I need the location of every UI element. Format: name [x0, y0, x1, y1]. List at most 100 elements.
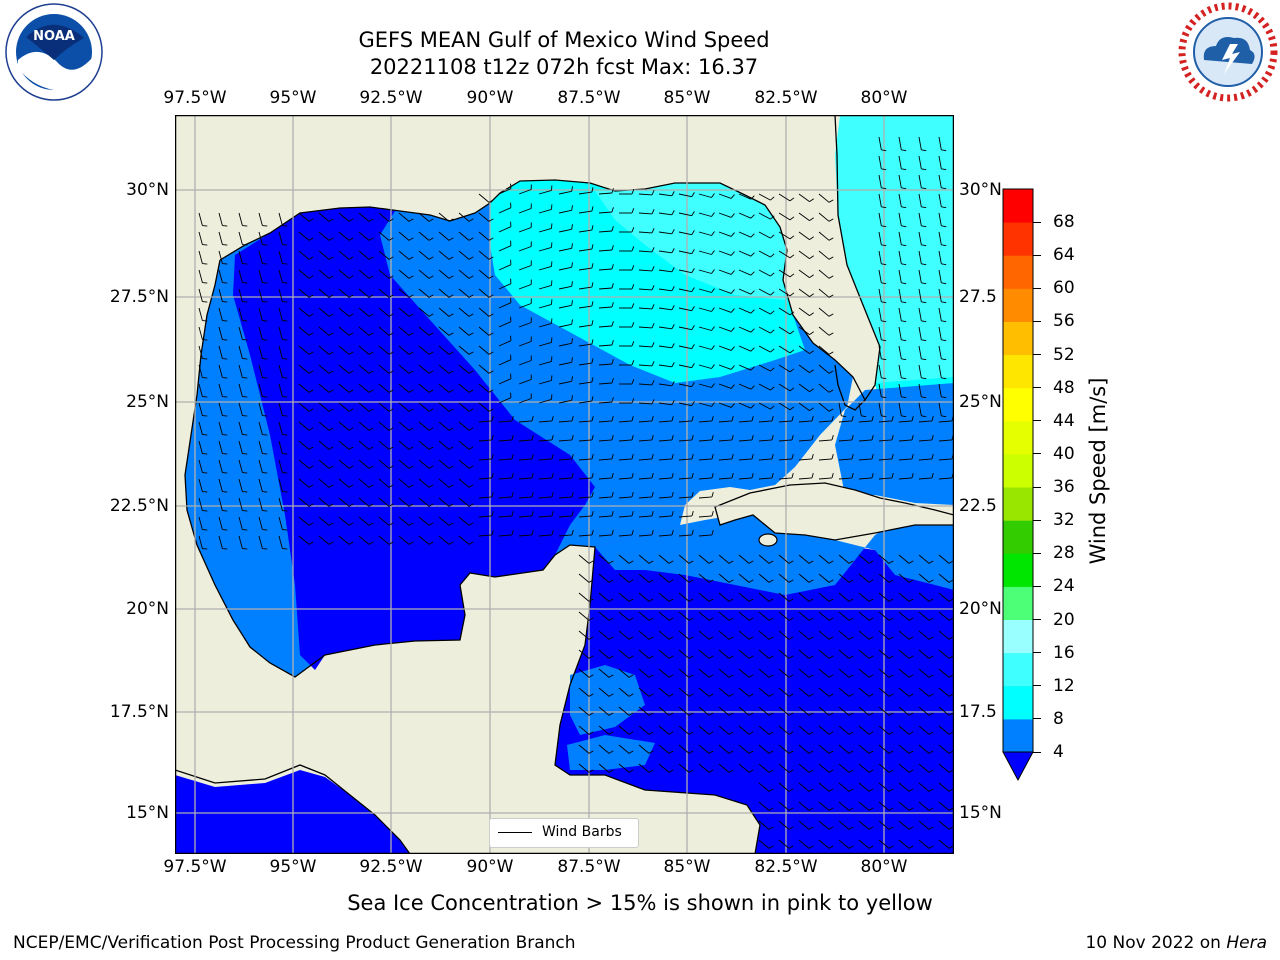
- wind-barb: [878, 477, 893, 480]
- colorbar-tick-mark: [1033, 221, 1041, 223]
- wind-barb-flag: [608, 712, 614, 716]
- wind-barb: [318, 421, 330, 431]
- wind-barb: [658, 706, 670, 716]
- wind-barb: [238, 231, 243, 245]
- wind-barb-flag: [202, 396, 208, 398]
- colorbar-tick-label: 44: [1053, 410, 1075, 431]
- wind-barb-flag: [828, 731, 834, 735]
- wind-barb: [698, 458, 713, 461]
- wind-barb-flag: [750, 347, 755, 352]
- wind-barb-flag: [750, 195, 755, 200]
- wind-barb-flag: [571, 243, 573, 249]
- wind-barb: [498, 245, 512, 252]
- wind-barb: [598, 744, 610, 754]
- wind-barb: [718, 193, 732, 199]
- wind-barb-flag: [571, 281, 573, 287]
- wind-barb-flag: [691, 249, 695, 254]
- wind-barb-flag: [428, 294, 434, 298]
- wind-barb-flag: [488, 313, 494, 317]
- wind-barb-flag: [202, 301, 208, 303]
- wind-barb: [498, 321, 512, 328]
- wind-barb-flag: [531, 510, 534, 517]
- wind-barb: [618, 592, 630, 602]
- wind-barb-flag: [631, 189, 635, 195]
- wind-barb-flag: [688, 579, 694, 583]
- wind-barb: [418, 212, 430, 222]
- wind-barb-flag: [748, 674, 754, 678]
- wind-barb-flag: [488, 237, 494, 241]
- wind-barb: [358, 402, 370, 412]
- date-stamp: 10 Nov 2022 on Hera: [1085, 933, 1267, 953]
- wind-barb: [658, 611, 670, 621]
- wind-barb: [578, 763, 590, 773]
- wind-barb: [578, 534, 593, 537]
- wind-barb: [818, 573, 830, 583]
- wind-barb-flag: [828, 579, 834, 583]
- wind-barb: [238, 421, 243, 435]
- wind-barb-flag: [848, 788, 854, 792]
- wind-barb-flag: [848, 845, 854, 849]
- wind-barb: [638, 573, 650, 583]
- wind-barb: [718, 477, 733, 480]
- wind-barb: [698, 687, 710, 697]
- wind-barb-flag: [671, 362, 675, 368]
- wind-barb-flag: [591, 396, 594, 402]
- wind-barb: [258, 250, 263, 264]
- wind-barb: [658, 763, 670, 773]
- wind-barb: [938, 136, 942, 150]
- wind-barb: [378, 288, 390, 298]
- wind-barb-flag: [571, 376, 573, 382]
- wind-barb-flag: [348, 294, 354, 298]
- wind-barb-flag: [308, 332, 314, 336]
- wind-barb: [358, 345, 370, 355]
- wind-barb-flag: [881, 282, 887, 285]
- wind-barb-flag: [809, 388, 814, 392]
- wind-barb-flag: [768, 750, 774, 754]
- wind-barb: [638, 212, 653, 215]
- wind-barb: [298, 250, 310, 260]
- wind-barb-flag: [628, 598, 634, 602]
- wind-barb-flag: [868, 674, 874, 678]
- wind-barb-flag: [788, 598, 794, 602]
- wind-barb: [298, 326, 310, 336]
- wind-barb-flag: [711, 529, 714, 536]
- wind-barb-flag: [789, 387, 795, 392]
- wind-barb: [618, 439, 633, 442]
- wind-barb: [698, 706, 710, 716]
- wind-barb: [738, 420, 753, 423]
- wind-barb: [198, 516, 203, 530]
- wind-barb: [578, 362, 592, 366]
- wind-barb-flag: [668, 693, 674, 697]
- wind-barb: [818, 383, 830, 393]
- wind-barb-flag: [828, 598, 834, 602]
- wind-barb-flag: [308, 503, 314, 507]
- wind-barb-flag: [608, 617, 614, 621]
- wind-barb: [398, 288, 410, 298]
- wind-barb: [618, 630, 630, 640]
- wind-barb: [218, 212, 223, 226]
- lon-label: 87.5°W: [557, 857, 621, 877]
- wind-barb: [878, 345, 882, 359]
- wind-barb: [358, 326, 370, 336]
- wind-barb: [318, 231, 330, 241]
- wind-barb: [598, 325, 613, 328]
- wind-barb: [718, 231, 732, 237]
- wind-barb: [578, 324, 592, 328]
- wind-barb: [558, 458, 573, 461]
- wind-barb: [798, 345, 810, 354]
- wind-barb: [898, 383, 902, 397]
- wind-barb: [638, 250, 653, 253]
- wind-barb: [518, 360, 532, 366]
- wind-barb: [478, 250, 490, 260]
- wind-barb: [938, 477, 953, 480]
- wind-barb-flag: [448, 408, 454, 412]
- wind-barb: [938, 782, 950, 792]
- wind-barb: [378, 440, 390, 450]
- wind-barb-flag: [671, 400, 675, 406]
- wind-barb-flag: [668, 655, 674, 659]
- wind-barb-flag: [750, 214, 755, 219]
- wind-barb: [718, 364, 732, 370]
- wind-barb-flag: [388, 427, 394, 431]
- wind-barb: [578, 744, 590, 754]
- wind-barb: [678, 573, 690, 583]
